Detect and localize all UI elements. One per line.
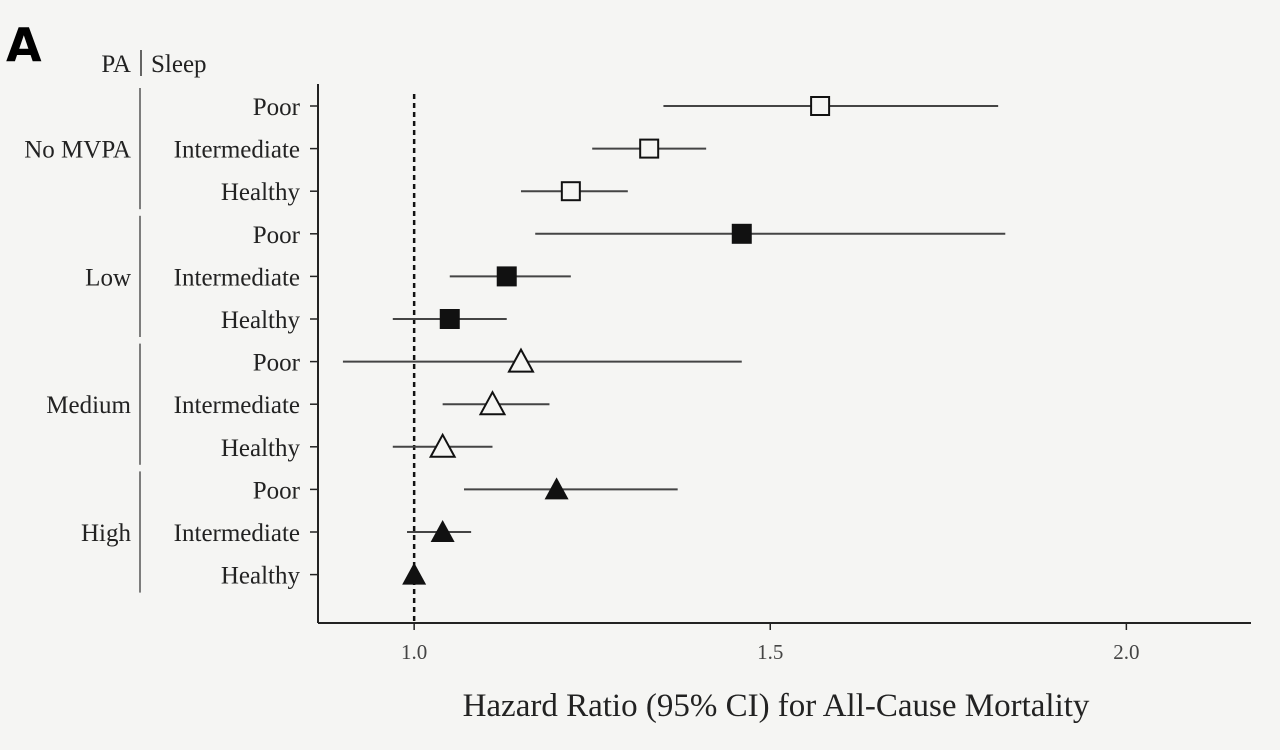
header-sleep-label: Sleep: [151, 51, 207, 78]
hr-marker: [544, 477, 569, 500]
hr-marker: [478, 390, 507, 416]
hr-marker: [430, 520, 455, 542]
sleep-label: Poor: [253, 477, 301, 504]
hr-marker: [731, 223, 752, 244]
x-tick-label: 1.5: [757, 640, 783, 664]
hr-marker: [402, 562, 427, 585]
sleep-label: Healthy: [221, 307, 301, 334]
pa-group-label: Low: [85, 264, 131, 291]
hr-marker: [439, 309, 460, 329]
sleep-label: Poor: [253, 350, 301, 377]
x-axis-title: Hazard Ratio (95% CI) for All-Cause Mort…: [463, 688, 1090, 724]
sleep-label: Intermediate: [174, 137, 300, 164]
hr-marker: [560, 181, 581, 202]
sleep-label: Healthy: [221, 563, 301, 590]
sleep-label: Intermediate: [174, 264, 300, 291]
pa-group-label: Medium: [46, 392, 131, 419]
hr-marker: [639, 138, 660, 159]
hr-marker: [507, 347, 535, 373]
header-pa-label: PA: [101, 51, 131, 78]
sleep-label: Intermediate: [174, 520, 300, 547]
sleep-label: Poor: [253, 222, 301, 249]
pa-group-label: No MVPA: [24, 137, 131, 164]
x-tick-label: 1.0: [401, 640, 427, 664]
sleep-label: Healthy: [221, 435, 301, 462]
sleep-label: Intermediate: [174, 392, 300, 419]
sleep-label: Healthy: [221, 179, 301, 206]
plot-body: 1.0 1.5 2.0 Poor Intermediate Healthy No MVPA P…: [24, 84, 1251, 664]
hr-marker: [496, 266, 517, 287]
pa-group-label: High: [81, 520, 132, 547]
panel-label: A: [6, 18, 42, 72]
sleep-label: Poor: [253, 94, 301, 121]
x-tick-label: 2.0: [1113, 640, 1139, 664]
hr-marker: [810, 96, 831, 116]
hr-marker: [428, 432, 457, 458]
